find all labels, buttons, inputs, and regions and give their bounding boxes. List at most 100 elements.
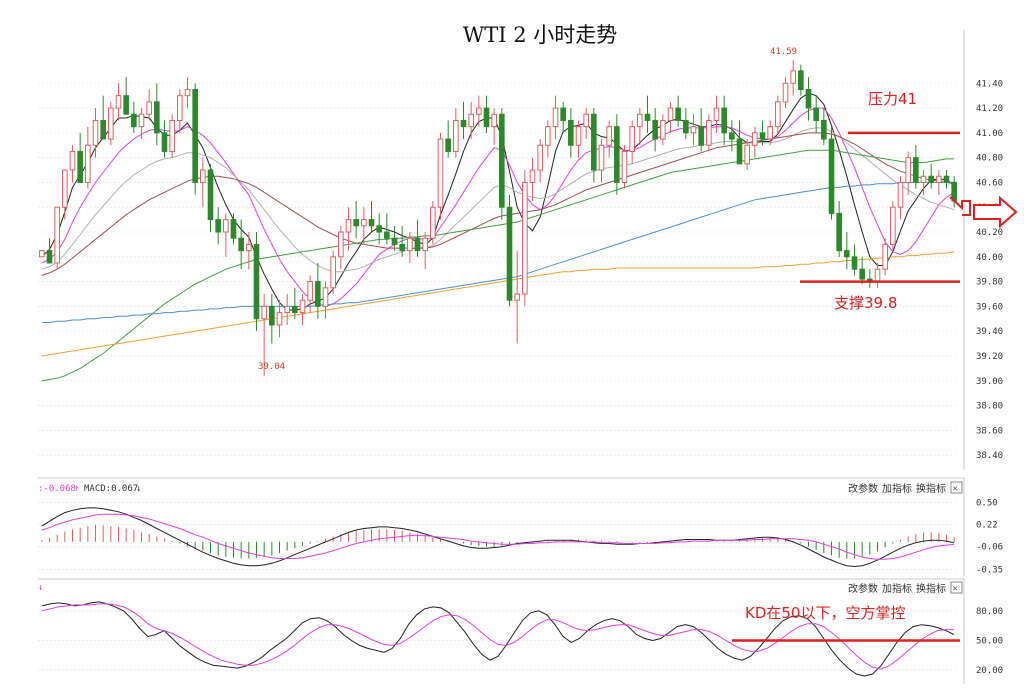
candle	[805, 77, 812, 121]
kd-switch-indicator-button[interactable]: 换指标	[916, 582, 946, 595]
candle	[39, 250, 45, 258]
kd-change-params-button[interactable]: 改参数	[848, 582, 878, 595]
candle	[246, 232, 252, 270]
candle	[767, 120, 773, 146]
macd-tick-label: 0.22	[976, 521, 998, 531]
macd-close-icon[interactable]	[950, 481, 963, 494]
macd-change-params-button[interactable]: 改参数	[848, 482, 878, 495]
candle	[568, 108, 574, 158]
candle	[698, 108, 704, 152]
candle-body	[545, 126, 551, 146]
candle-body	[330, 256, 336, 289]
candle	[353, 201, 359, 239]
candle-body	[698, 126, 704, 146]
candle-body	[453, 119, 459, 152]
candle-body	[759, 132, 766, 140]
candle-body	[430, 206, 436, 239]
candle-body	[729, 132, 735, 140]
candle-body	[506, 206, 513, 301]
candle	[146, 89, 152, 121]
candle	[269, 293, 275, 344]
candle	[798, 64, 804, 96]
kd-annotation: KD在50以下，空方掌控	[745, 604, 905, 622]
candle	[813, 95, 819, 133]
candle-body	[223, 219, 229, 233]
candle-body	[905, 157, 911, 183]
candle-body	[476, 107, 482, 115]
candle	[177, 89, 183, 133]
moving-average-line	[41, 132, 955, 276]
candle-body	[54, 206, 60, 264]
candle	[169, 114, 175, 158]
price-tick-label: 41.40	[976, 79, 1003, 89]
candle	[897, 176, 904, 220]
candle-body	[529, 169, 536, 183]
candle-body	[46, 250, 53, 264]
macd-header-macd: MACD:0.067	[84, 484, 138, 494]
candle-body	[775, 101, 781, 128]
candle	[652, 108, 658, 152]
candle	[399, 225, 405, 257]
candle-body	[591, 113, 597, 171]
candle-body	[253, 243, 260, 320]
candle-body	[238, 237, 244, 252]
candle-body	[499, 113, 505, 208]
candle	[391, 225, 398, 251]
candle-body	[683, 119, 689, 134]
candle-body	[920, 175, 927, 183]
candle	[100, 95, 106, 140]
candle-body	[851, 256, 858, 270]
kd-close-icon[interactable]	[950, 581, 963, 594]
candle	[928, 163, 934, 189]
candle	[637, 108, 643, 146]
candle	[713, 95, 720, 133]
candle	[744, 139, 750, 171]
candle	[384, 213, 390, 245]
candle-body	[713, 107, 720, 121]
candle-body	[606, 126, 612, 146]
kd-tick-label: 80.00	[976, 607, 1003, 617]
candle	[782, 77, 789, 109]
macd-panel: 0.50 0.22 -0.06 -0.35	[38, 477, 1003, 576]
candle	[200, 157, 206, 208]
candle	[161, 120, 168, 158]
kd-add-indicator-button[interactable]: 加指标	[882, 582, 912, 595]
candle-body	[230, 219, 237, 239]
candle	[913, 145, 919, 189]
support-label: 支撑39.8	[834, 294, 897, 312]
candle-body	[821, 119, 827, 140]
candle	[261, 293, 267, 376]
candle-body	[146, 101, 152, 115]
candle	[192, 83, 198, 195]
candle	[920, 170, 927, 195]
candle-body	[913, 157, 919, 183]
down-arrow-icon: ↓	[136, 484, 141, 494]
candle-body	[177, 95, 183, 121]
candle-body	[752, 132, 758, 146]
candle-body	[261, 305, 267, 320]
candle-body	[928, 175, 934, 183]
candle	[675, 95, 681, 127]
moving-average-line	[41, 251, 955, 357]
candle	[322, 281, 329, 319]
candle-body	[108, 107, 114, 140]
candle-body	[483, 107, 490, 128]
candle-body	[215, 219, 221, 233]
candle	[706, 114, 712, 152]
candle-body	[706, 119, 712, 146]
candle	[62, 169, 68, 220]
candle-body	[614, 126, 620, 183]
candle-body	[736, 138, 743, 165]
macd-switch-indicator-button[interactable]: 换指标	[916, 482, 946, 495]
price-tick-label: 39.60	[976, 302, 1003, 312]
candle	[545, 120, 551, 158]
candle	[77, 132, 83, 183]
candle	[844, 232, 850, 270]
candle	[407, 232, 413, 263]
candle	[307, 275, 313, 313]
candle-body	[391, 237, 398, 245]
macd-header-dif: :-0.068	[38, 484, 76, 494]
macd-add-indicator-button[interactable]: 加指标	[882, 482, 912, 495]
candle	[537, 139, 543, 183]
candle-body	[637, 113, 643, 128]
